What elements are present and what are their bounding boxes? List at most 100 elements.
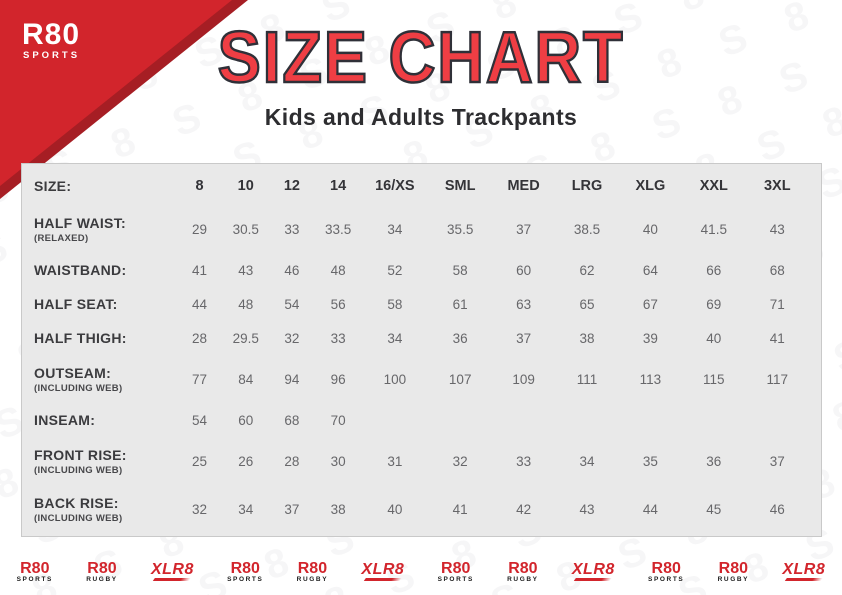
r80-logo-text: R80 <box>718 559 749 577</box>
size-value-cell: 62 <box>579 262 595 278</box>
row-label: HALF THIGH: <box>34 330 127 346</box>
size-value-cell: 61 <box>452 296 468 312</box>
size-value-cell: 41 <box>769 330 785 346</box>
table-row: HALF WAIST: (RELAXED) 29 30.5 33 33.5 34 35.5 37… <box>34 205 809 253</box>
r80-logo-text: R80 <box>297 559 328 577</box>
size-value-cell: 66 <box>706 262 722 278</box>
size-value-cell <box>746 403 809 437</box>
size-value-cell: 69 <box>706 296 722 312</box>
r80-rugby-logo: R80 RUGBY <box>297 559 328 583</box>
size-value-cell: 37 <box>284 501 300 517</box>
r80-logo-subtext: SPORTS <box>227 575 264 583</box>
r80-logo-subtext: RUGBY <box>507 575 539 583</box>
size-value-cell: 64 <box>642 262 658 278</box>
size-value-cell: 34 <box>387 221 403 237</box>
size-value-cell: 65 <box>579 296 595 312</box>
size-value-cell: 111 <box>576 371 598 387</box>
size-value-cell: 60 <box>238 412 254 428</box>
size-value-cell: 38 <box>330 501 346 517</box>
size-value-cell: 29 <box>192 221 208 237</box>
size-value-cell: 40 <box>706 330 722 346</box>
r80-sports-logo: R80 SPORTS <box>437 560 474 583</box>
table-row: FRONT RISE: (INCLUDING WEB) 25 26 28 30 31 32 33… <box>34 437 809 485</box>
size-value-cell: 29.5 <box>232 330 259 346</box>
row-label: BACK RISE: (INCLUDING WEB) <box>34 485 176 533</box>
size-value-cell: 39 <box>642 330 658 346</box>
row-label: INSEAM: <box>34 412 96 428</box>
size-value-cell: 60 <box>516 262 532 278</box>
footer-logo-strip: R80 SPORTS R80 RUGBY XLR8 R80 SPORTS R80 RUGBY XL… <box>0 550 842 593</box>
size-value-cell: 117 <box>766 371 789 387</box>
page-subtitle: Kids and Adults Trackpants <box>264 104 578 130</box>
r80-rugby-logo: R80 RUGBY <box>718 559 749 583</box>
size-value-cell: 40 <box>642 221 658 237</box>
size-value-cell: 68 <box>284 412 300 428</box>
row-label: OUTSEAM: (INCLUDING WEB) <box>34 355 176 403</box>
size-value-cell: 70 <box>330 412 346 428</box>
size-value-cell: 84 <box>238 371 254 387</box>
size-value-cell <box>428 403 491 437</box>
size-value-cell: 43 <box>769 221 785 237</box>
size-value-cell: 100 <box>383 371 407 387</box>
column-header-sml: SML <box>444 178 476 194</box>
size-value-cell: 40 <box>387 501 403 517</box>
table-row: HALF SEAT: 44 48 54 56 58 61 63 65 67 69 71 <box>34 287 809 321</box>
size-value-cell: 36 <box>452 330 468 346</box>
size-value-cell: 37 <box>769 453 785 469</box>
size-value-cell: 41.5 <box>700 221 727 237</box>
row-sublabel: (INCLUDING WEB) <box>34 464 123 476</box>
size-value-cell: 32 <box>452 453 468 469</box>
size-value-cell: 58 <box>452 262 468 278</box>
r80-logo-text: R80 <box>20 559 50 577</box>
xlr8-logo-text: XLR8 <box>150 561 194 579</box>
size-value-cell: 42 <box>516 501 532 517</box>
table-row: OUTSEAM: (INCLUDING WEB) 77 84 94 96 100 107 109… <box>34 355 809 403</box>
size-value-cell: 54 <box>284 296 300 312</box>
size-value-cell: 96 <box>330 371 346 387</box>
size-value-cell: 30.5 <box>232 221 259 237</box>
r80-logo-subtext: RUGBY <box>86 575 118 583</box>
r80-logo-subtext: SPORTS <box>648 575 685 583</box>
column-header-12: 12 <box>283 178 300 194</box>
xlr8-logo-text: XLR8 <box>571 561 615 579</box>
size-value-cell: 28 <box>192 330 208 346</box>
size-table: SIZE: 8 10 12 14 16/XS SML MED LRG XLG XXL 3XL HAL… <box>34 167 809 533</box>
size-value-cell <box>492 403 555 437</box>
size-value-cell: 35.5 <box>447 221 474 237</box>
column-header-14: 14 <box>330 178 347 194</box>
size-value-cell: 41 <box>192 262 208 278</box>
r80-logo-subtext: SPORTS <box>437 575 474 583</box>
brand-logo-text: R80 <box>22 18 81 51</box>
column-header-8: 8 <box>195 178 204 194</box>
size-value-cell: 37 <box>516 221 532 237</box>
r80-sports-logo: R80 SPORTS <box>17 559 53 583</box>
size-value-cell: 63 <box>516 296 532 312</box>
row-sublabel: (INCLUDING WEB) <box>34 512 123 524</box>
size-value-cell: 77 <box>192 371 208 387</box>
size-value-cell: 32 <box>284 330 300 346</box>
size-value-cell: 52 <box>387 262 403 278</box>
row-label: HALF SEAT: <box>34 296 118 312</box>
size-value-cell <box>555 403 618 437</box>
size-value-cell: 113 <box>639 371 662 387</box>
row-label: HALF WAIST: (RELAXED) <box>34 205 176 253</box>
r80-logo-text: R80 <box>87 559 117 577</box>
r80-rugby-logo: R80 RUGBY <box>86 559 118 583</box>
size-value-cell: 48 <box>238 296 254 312</box>
size-value-cell: 25 <box>192 453 208 469</box>
r80-logo-text: R80 <box>508 559 538 577</box>
size-value-cell: 54 <box>192 412 208 428</box>
row-sublabel: (INCLUDING WEB) <box>34 382 123 394</box>
column-header-lrg: LRG <box>571 178 603 194</box>
brand-logo-subtext: SPORTS <box>22 50 81 61</box>
column-header-3xl: 3XL <box>763 178 791 194</box>
xlr8-logo: XLR8 <box>572 562 615 581</box>
size-value-cell: 56 <box>330 296 346 312</box>
size-value-cell: 43 <box>579 501 595 517</box>
size-value-cell: 35 <box>642 453 658 469</box>
size-table-panel: SIZE: 8 10 12 14 16/XS SML MED LRG XLG XXL 3XL HAL… <box>21 163 822 537</box>
xlr8-swoosh-underline <box>574 578 613 581</box>
size-value-cell: 109 <box>512 371 535 387</box>
size-value-cell: 38.5 <box>573 221 601 237</box>
